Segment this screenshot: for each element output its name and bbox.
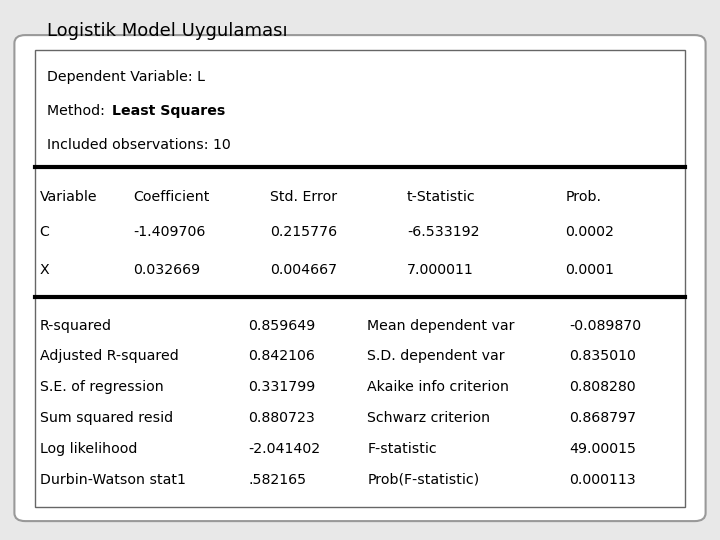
Text: -6.533192: -6.533192 (407, 225, 480, 239)
Text: Adjusted R-squared: Adjusted R-squared (40, 349, 179, 363)
Text: 0.004667: 0.004667 (270, 263, 337, 277)
Text: R-squared: R-squared (40, 319, 112, 333)
Text: X: X (40, 263, 49, 277)
Text: 0.835010: 0.835010 (569, 349, 636, 363)
Text: S.D. dependent var: S.D. dependent var (367, 349, 505, 363)
Text: Std. Error: Std. Error (270, 190, 337, 204)
Text: t-Statistic: t-Statistic (407, 190, 475, 204)
Text: Sum squared resid: Sum squared resid (40, 411, 173, 425)
Text: -2.041402: -2.041402 (248, 442, 320, 456)
Text: .582165: .582165 (248, 472, 307, 487)
Text: 0.880723: 0.880723 (248, 411, 315, 425)
Text: 0.859649: 0.859649 (248, 319, 315, 333)
Text: 0.331799: 0.331799 (248, 380, 315, 394)
Text: 7.000011: 7.000011 (407, 263, 474, 277)
Text: 0.215776: 0.215776 (270, 225, 337, 239)
Text: 0.032669: 0.032669 (133, 263, 200, 277)
Text: 0.842106: 0.842106 (248, 349, 315, 363)
Text: Durbin-Watson stat1: Durbin-Watson stat1 (40, 472, 186, 487)
Text: Log likelihood: Log likelihood (40, 442, 137, 456)
Text: Variable: Variable (40, 190, 97, 204)
Text: C: C (40, 225, 50, 239)
Text: 49.00015: 49.00015 (569, 442, 636, 456)
Text: Least Squares: Least Squares (112, 104, 225, 118)
Text: 0.000113: 0.000113 (569, 472, 636, 487)
Text: -0.089870: -0.089870 (569, 319, 641, 333)
Text: Included observations: 10: Included observations: 10 (47, 138, 230, 152)
Text: Akaike info criterion: Akaike info criterion (367, 380, 509, 394)
Text: 0.868797: 0.868797 (569, 411, 636, 425)
Text: Schwarz criterion: Schwarz criterion (367, 411, 490, 425)
Text: S.E. of regression: S.E. of regression (40, 380, 163, 394)
Text: 0.0001: 0.0001 (565, 263, 614, 277)
Text: Dependent Variable: L: Dependent Variable: L (47, 70, 204, 84)
Text: Logistik Model Uygulaması: Logistik Model Uygulaması (47, 22, 287, 39)
FancyBboxPatch shape (14, 35, 706, 521)
Text: 0.0002: 0.0002 (565, 225, 614, 239)
Text: Prob(F-statistic): Prob(F-statistic) (367, 472, 480, 487)
Text: Mean dependent var: Mean dependent var (367, 319, 515, 333)
Text: F-statistic: F-statistic (367, 442, 437, 456)
Text: -1.409706: -1.409706 (133, 225, 206, 239)
Text: Coefficient: Coefficient (133, 190, 210, 204)
Text: Method:: Method: (47, 104, 109, 118)
Text: 0.808280: 0.808280 (569, 380, 636, 394)
Text: Prob.: Prob. (565, 190, 601, 204)
Bar (35, 50, 685, 507)
